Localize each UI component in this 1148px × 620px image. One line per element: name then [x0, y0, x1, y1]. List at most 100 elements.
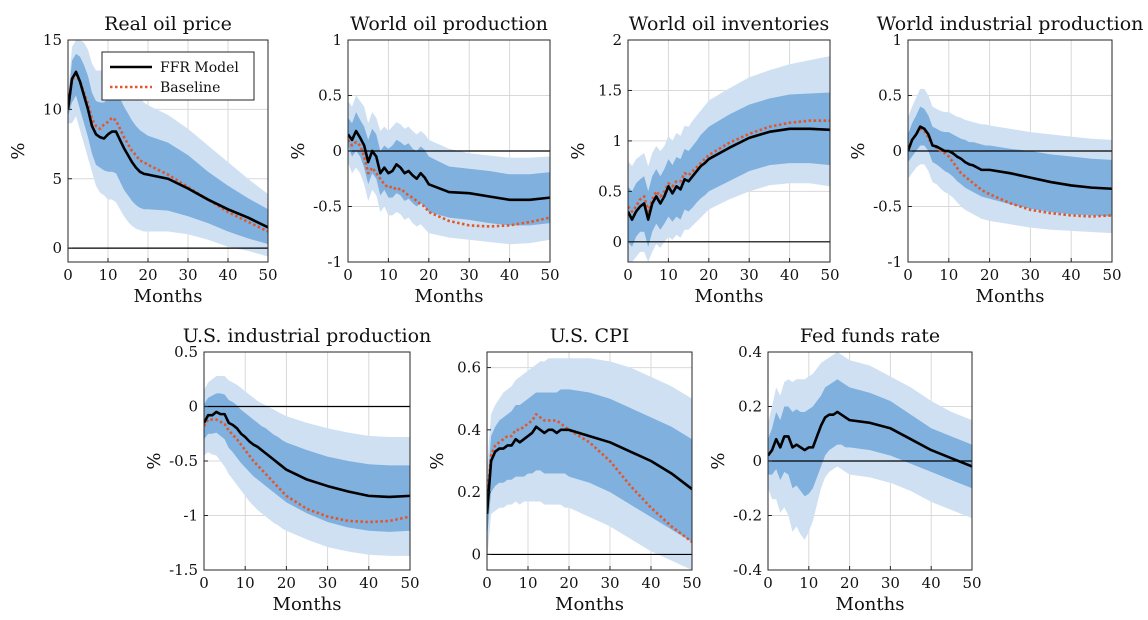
y-tick-label: -0.2: [733, 507, 762, 525]
panel-title: U.S. industrial production: [183, 325, 432, 347]
ffr-model-series-line: [68, 70, 268, 229]
baseline-series-line: [487, 412, 692, 544]
panel-title: World oil production: [350, 13, 548, 35]
x-tick-label: 10: [659, 266, 678, 284]
y-tick-label: 0: [892, 142, 902, 160]
chart-panel-3: 0 10 20 30 40 50 0 0.5 1 1.5 2 World oil inventorie…: [568, 13, 840, 307]
y-tick-label: 0: [752, 452, 762, 470]
chart-panel-1: 0 10 20 30 40 50 0 5 10 15 Real oil price Months% FF…: [8, 13, 278, 307]
x-tick-label: 30: [881, 574, 900, 592]
x-tick-label: 50: [962, 574, 981, 592]
plot-content: [204, 375, 410, 556]
plot-content: [908, 88, 1112, 234]
y-tick-label: 1: [332, 31, 342, 49]
ffr-model-series-line: [908, 125, 1112, 191]
x-tick-label: 50: [682, 574, 701, 592]
y-tick-label: 0.4: [738, 343, 762, 361]
legend-box: [101, 51, 255, 101]
plot-content: [768, 352, 972, 541]
ffr-model-series-line: [768, 410, 972, 468]
x-tick-label: 0: [623, 266, 633, 284]
x-tick-label: 40: [922, 574, 941, 592]
panel-title: World industrial production: [877, 13, 1144, 35]
y-axis-label: %: [708, 452, 729, 469]
y-tick-label: 0: [332, 142, 342, 160]
y-tick-label: -0.5: [313, 198, 342, 216]
y-tick-label: 1: [612, 132, 622, 150]
x-tick-label: 50: [400, 574, 419, 592]
ffr-model-series-line: [628, 127, 830, 221]
y-tick-label: 0.5: [598, 182, 622, 200]
y-tick-label: -0.5: [873, 198, 902, 216]
y-tick-label: -1.5: [169, 561, 198, 579]
ffr-model-series-line: [204, 410, 410, 499]
y-tick-label: 0: [52, 239, 62, 257]
x-axis-label: Months: [836, 594, 905, 615]
x-tick-label: 30: [740, 266, 759, 284]
chart-panel-5: 0 10 20 30 40 50 -1.5 -1 -0.5 0 0.5U.S. industrial…: [144, 325, 431, 615]
x-tick-label: 20: [980, 266, 999, 284]
legend-baseline-label: Baseline: [160, 80, 220, 96]
chart-panel-6: 0 10 20 30 40 50 0 0.2 0.4 0.6 U.S. CPI Months%: [427, 325, 702, 615]
x-tick-label: 40: [780, 266, 799, 284]
x-tick-label: 40: [359, 574, 378, 592]
plot-content: [348, 95, 550, 245]
x-axis-label: Months: [555, 594, 624, 615]
x-tick-label: 10: [379, 266, 398, 284]
x-tick-label: 10: [939, 266, 958, 284]
x-tick-label: 20: [840, 574, 859, 592]
axes-box: [486, 351, 693, 571]
x-tick-label: 20: [419, 266, 438, 284]
legend: FFR Model Baseline: [101, 51, 255, 101]
y-tick-label: -1: [183, 507, 198, 525]
y-tick-label: 1: [892, 31, 902, 49]
x-tick-label: 50: [820, 266, 839, 284]
y-tick-label: -1: [887, 253, 902, 271]
x-tick-label: 10: [518, 574, 537, 592]
chart-panel-2: 0 10 20 30 40 50 -1 -0.5 0 0.5 1 World oil producti…: [288, 13, 560, 307]
x-tick-label: 30: [178, 266, 197, 284]
y-axis-label: %: [144, 452, 165, 469]
y-tick-label: 0.6: [457, 359, 481, 377]
x-tick-label: 10: [799, 574, 818, 592]
baseline-series-line: [204, 418, 410, 524]
y-axis-label: %: [848, 142, 869, 159]
chart-panel-7: 0 10 20 30 40 50 -0.4 -0.2 0 0.2 0.4 Fed funds rate…: [708, 325, 982, 615]
y-tick-label: 2: [612, 31, 622, 49]
y-tick-label: -1: [327, 253, 342, 271]
x-tick-label: 30: [600, 574, 619, 592]
x-tick-label: 20: [559, 574, 578, 592]
x-axis-label: Months: [695, 286, 764, 307]
y-tick-label: 0.2: [738, 398, 762, 416]
baseline-series-line: [68, 73, 268, 233]
y-tick-label: 0: [188, 398, 198, 416]
y-tick-label: -0.4: [733, 561, 762, 579]
baseline-series-line: [348, 139, 550, 228]
x-tick-label: 20: [277, 574, 296, 592]
y-axis-label: %: [8, 142, 29, 159]
y-tick-label: -0.5: [169, 452, 198, 470]
panel-title: World oil inventories: [629, 13, 829, 35]
x-axis-label: Months: [415, 286, 484, 307]
ffr-model-series-line: [487, 425, 692, 515]
x-axis-label: Months: [134, 286, 203, 307]
y-tick-label: 5: [52, 170, 62, 188]
legend-model-label: FFR Model: [160, 60, 239, 76]
x-tick-label: 40: [1062, 266, 1081, 284]
y-tick-label: 0: [471, 545, 481, 563]
x-tick-label: 50: [540, 266, 559, 284]
x-tick-label: 30: [318, 574, 337, 592]
x-tick-label: 0: [903, 266, 913, 284]
x-tick-label: 0: [343, 266, 353, 284]
y-axis-label: %: [288, 142, 309, 159]
confidence-band-inner: [204, 393, 410, 532]
x-tick-label: 0: [63, 266, 73, 284]
plot-content: [487, 358, 692, 570]
y-tick-label: 0.5: [174, 343, 198, 361]
y-tick-label: 0.5: [878, 87, 902, 105]
y-tick-label: 0.4: [457, 421, 481, 439]
y-tick-label: 0.2: [457, 483, 481, 501]
plot-content: [628, 56, 830, 262]
x-tick-label: 50: [258, 266, 277, 284]
confidence-band-inner: [768, 379, 972, 497]
